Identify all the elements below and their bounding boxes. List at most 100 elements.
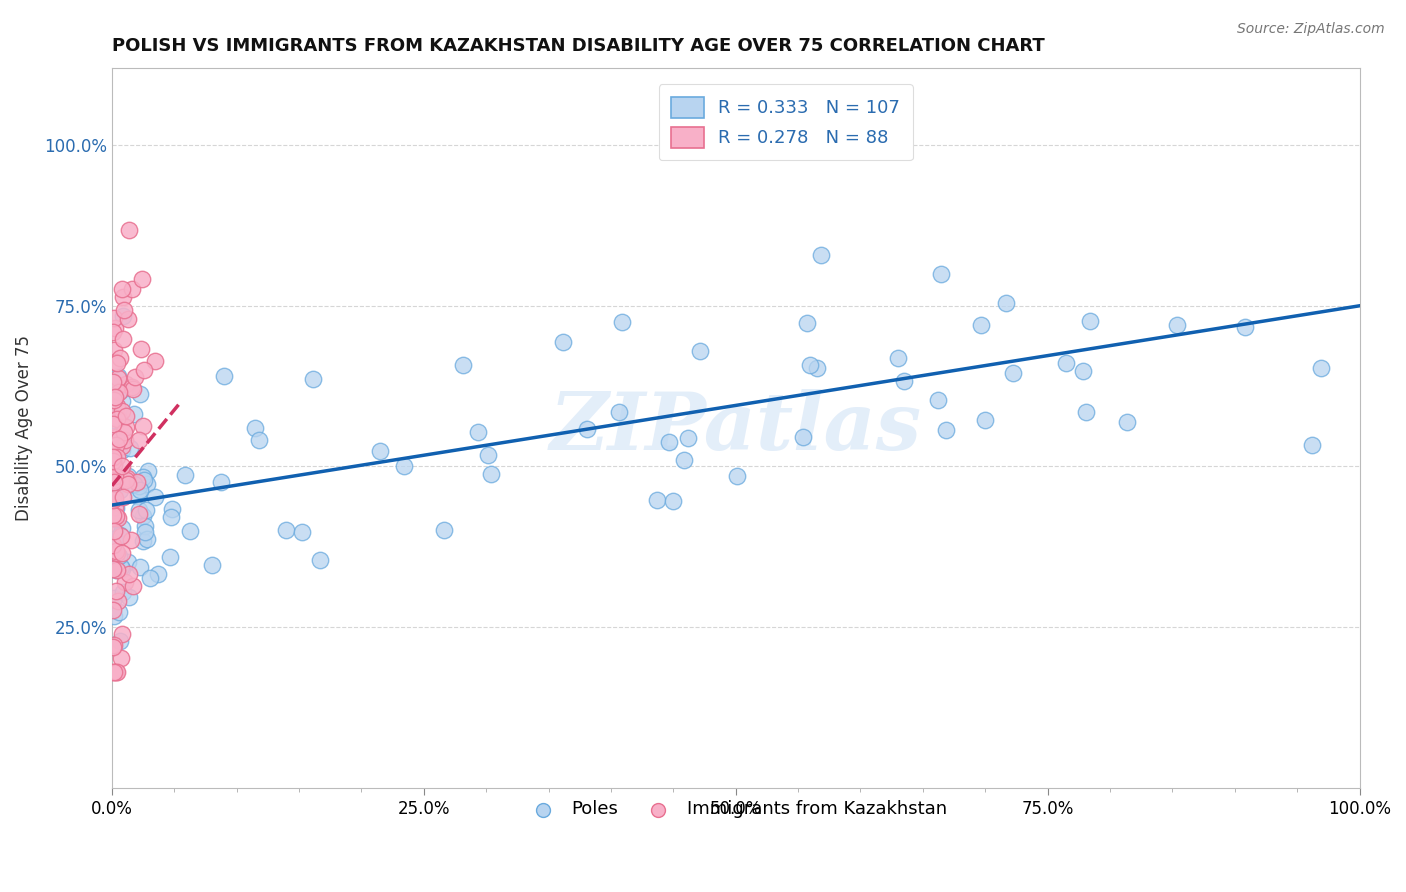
Point [104,544,127,558]
Point [111,458,134,473]
Point [927,392,949,407]
Point [124,407,146,421]
Point [103,603,125,617]
Point [1002,366,1025,380]
Point [134,519,156,533]
Point [114,433,136,447]
Point [302,372,325,386]
Point [128,433,150,447]
Point [110,383,132,397]
Point [110,651,132,665]
Point [132,473,155,487]
Point [107,371,129,385]
Point [112,303,135,318]
Point [103,474,125,488]
Point [209,475,232,489]
Text: Source: ZipAtlas.com: Source: ZipAtlas.com [1237,22,1385,37]
Point [115,420,138,434]
Point [128,508,150,522]
Point [135,532,157,546]
Point [645,493,668,508]
Point [107,511,129,525]
Point [104,430,127,444]
Point [129,560,152,574]
Point [103,325,125,339]
Point [136,477,159,491]
Point [115,471,138,485]
Point [451,358,474,372]
Point [122,477,145,491]
Point [467,425,489,440]
Point [129,342,152,356]
Point [121,380,143,394]
Point [806,360,828,375]
Point [111,546,134,560]
Point [103,486,125,500]
Point [117,555,139,569]
Text: POLISH VS IMMIGRANTS FROM KAZAKHSTAN DISABILITY AGE OVER 75 CORRELATION CHART: POLISH VS IMMIGRANTS FROM KAZAKHSTAN DIS… [112,37,1045,55]
Point [103,429,125,443]
Point [122,382,145,396]
Point [111,442,134,457]
Point [118,442,141,456]
Point [107,594,129,608]
Point [368,444,391,458]
Point [103,508,125,522]
Point [1301,438,1323,452]
Point [139,571,162,585]
Point [118,590,141,604]
Point [103,511,125,525]
Point [103,665,125,680]
Point [433,524,456,538]
Point [112,309,135,323]
Point [103,393,125,408]
Point [105,411,128,425]
Point [131,508,153,523]
Point [725,469,748,483]
Point [105,665,128,680]
Point [108,605,131,619]
Point [1054,356,1077,370]
Point [103,532,125,546]
Point [658,434,681,449]
Point [104,563,127,577]
Point [893,374,915,388]
Point [103,343,125,357]
Point [115,376,138,391]
Point [118,223,141,237]
Point [103,475,125,490]
Point [129,387,152,401]
Point [104,584,127,599]
Point [103,640,125,655]
Point [108,528,131,542]
Point [673,453,696,467]
Point [134,524,156,539]
Point [104,500,127,514]
Point [132,418,155,433]
Point [112,290,135,304]
Point [103,453,125,467]
Point [129,483,152,498]
Point [105,509,128,524]
Point [103,562,125,576]
Point [103,458,125,473]
Point [1166,318,1188,332]
Point [128,479,150,493]
Point [309,552,332,566]
Point [103,417,125,431]
Point [111,562,134,576]
Point [214,369,236,384]
Point [103,524,125,539]
Point [1234,320,1257,334]
Point [969,318,991,332]
Point [118,567,141,582]
Point [104,665,127,680]
Point [136,464,159,478]
Point [291,525,314,540]
Point [103,450,125,464]
Point [108,433,131,447]
Point [103,638,125,652]
Point [576,422,599,436]
Point [108,549,131,563]
Point [105,355,128,369]
